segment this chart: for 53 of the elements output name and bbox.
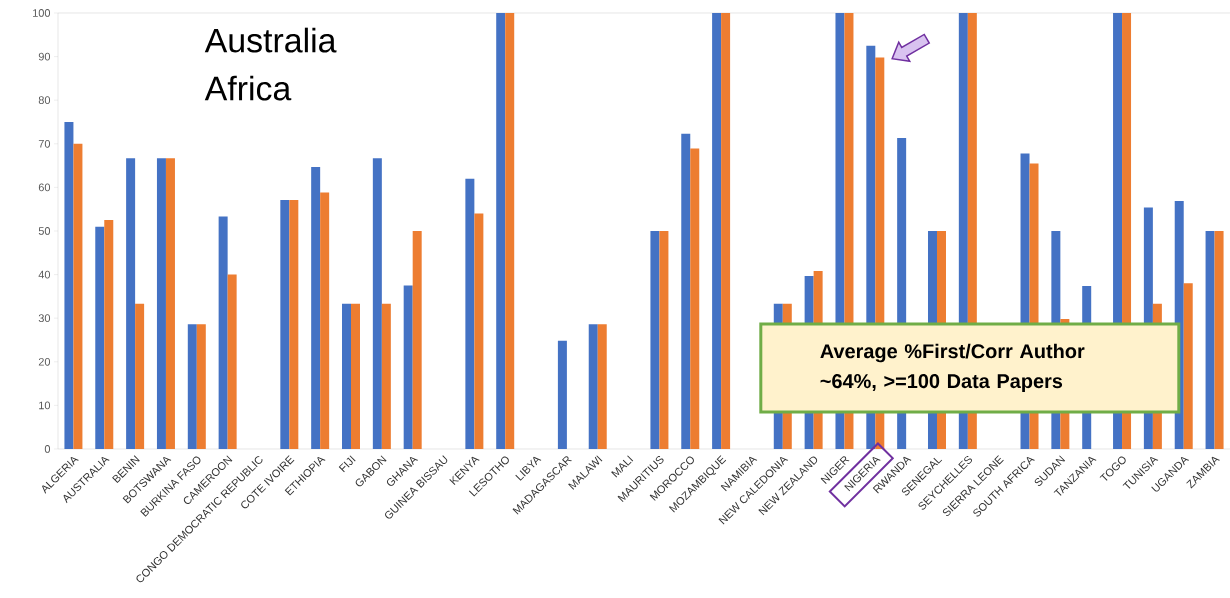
x-tick-label: FIJI — [338, 455, 356, 473]
bar — [104, 220, 114, 449]
bar — [342, 303, 351, 449]
bar — [311, 166, 321, 449]
bar — [289, 200, 299, 449]
bar — [320, 192, 330, 449]
bar — [1183, 283, 1193, 449]
bar — [681, 133, 691, 449]
y-tick-label: 80 — [38, 96, 51, 105]
bar — [196, 324, 206, 449]
bar — [505, 12, 515, 449]
bar — [64, 121, 74, 449]
bar — [474, 213, 484, 449]
bar — [135, 303, 145, 449]
bar — [659, 230, 669, 449]
y-tick-label: 30 — [38, 314, 51, 323]
bar — [1214, 230, 1224, 449]
bar — [721, 12, 731, 449]
bar — [412, 230, 422, 449]
annotation: Australia — [204, 27, 337, 53]
bar — [227, 274, 237, 449]
bar — [381, 303, 391, 449]
bar — [187, 324, 197, 449]
bar — [165, 158, 175, 449]
bar — [1205, 230, 1215, 449]
y-tick-label: 50 — [38, 227, 51, 235]
y-tick-label: 40 — [38, 270, 51, 279]
y-tick-label: 0 — [44, 445, 51, 453]
bar — [95, 226, 105, 449]
bar — [557, 340, 567, 449]
bar — [588, 324, 598, 449]
bar — [690, 148, 700, 449]
bar — [650, 230, 660, 449]
bar — [712, 12, 722, 449]
y-tick-label: 60 — [38, 183, 51, 192]
annotation: Average %First/Corr Author ~64%, >=100 Data Papers — [820, 343, 1085, 393]
bar — [465, 178, 475, 449]
annotation: Africa — [204, 75, 292, 101]
bar — [372, 158, 382, 449]
y-tick-label: 20 — [38, 357, 51, 366]
bar — [126, 158, 136, 449]
bar — [403, 285, 413, 449]
bar — [351, 303, 360, 449]
bar — [73, 143, 83, 449]
y-tick-label: 90 — [38, 52, 51, 61]
bar — [218, 216, 228, 449]
bar — [496, 12, 506, 449]
bar — [597, 324, 607, 449]
bar — [156, 158, 166, 449]
y-tick-label: 70 — [38, 139, 51, 148]
y-tick-label: 100 — [33, 9, 51, 17]
bar — [280, 200, 290, 449]
y-tick-label: 10 — [39, 401, 51, 410]
